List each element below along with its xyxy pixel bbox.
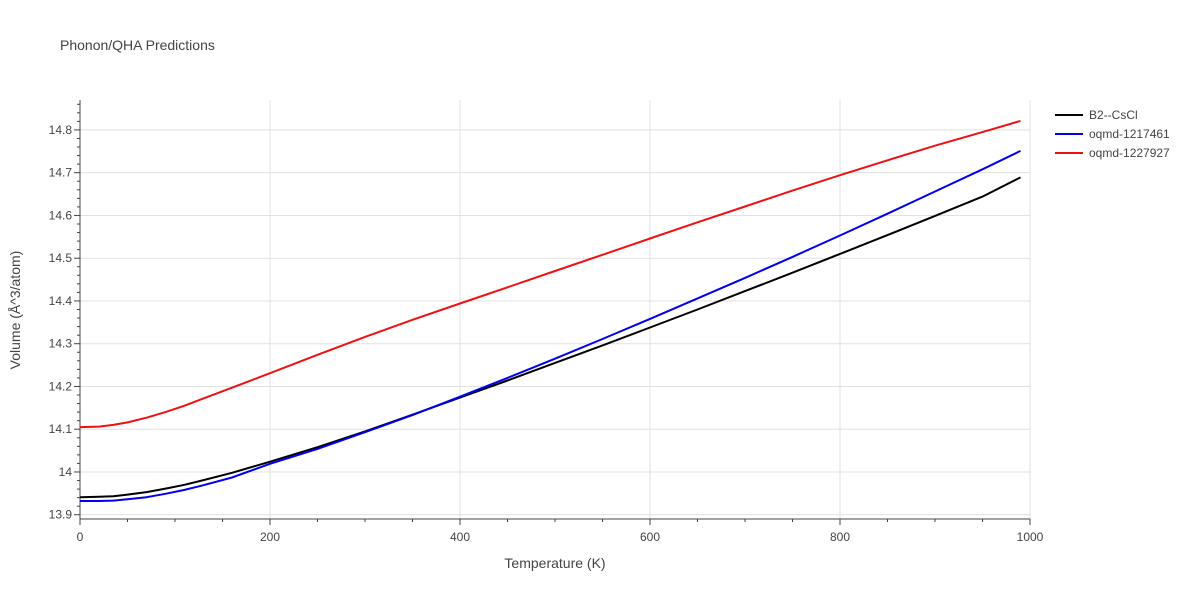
x-axis-title: Temperature (K) bbox=[504, 555, 605, 571]
y-tick-label: 14.4 bbox=[49, 294, 73, 308]
y-tick-label: 14.7 bbox=[49, 166, 73, 180]
y-tick-label: 14.2 bbox=[49, 379, 73, 393]
axis-layer: 0 200 400 600 800 1000 13.9 14 14.1 14.2 14.3 14.4 1… bbox=[49, 100, 1044, 544]
y-tick-label: 14.6 bbox=[49, 208, 73, 222]
y-tick-label: 14 bbox=[59, 465, 73, 479]
series-layer bbox=[79, 119, 1021, 502]
legend-label: oqmd-1217461 bbox=[1089, 127, 1170, 141]
x-tick-label: 200 bbox=[260, 530, 280, 544]
series-line-3[interactable] bbox=[79, 119, 1021, 429]
grid-layer bbox=[80, 100, 1031, 519]
x-tick-label: 400 bbox=[450, 530, 470, 544]
x-tick-label: 1000 bbox=[1017, 530, 1044, 544]
y-tick-label: 13.9 bbox=[49, 508, 73, 522]
x-tick-label: 800 bbox=[830, 530, 850, 544]
legend-label: oqmd-1227927 bbox=[1089, 146, 1170, 160]
legend-item-1[interactable]: B2--CsCl bbox=[1055, 108, 1138, 122]
y-axis-title: Volume (Å^3/atom) bbox=[7, 251, 23, 370]
legend-item-2[interactable]: oqmd-1217461 bbox=[1055, 127, 1170, 141]
chart-title: Phonon/QHA Predictions bbox=[60, 37, 215, 53]
legend[interactable]: B2--CsCl oqmd-1217461 oqmd-1227927 bbox=[1055, 108, 1170, 160]
legend-item-3[interactable]: oqmd-1227927 bbox=[1055, 146, 1170, 160]
x-tick-label: 0 bbox=[77, 530, 84, 544]
y-tick-label: 14.8 bbox=[49, 123, 73, 137]
series-line-2[interactable] bbox=[80, 149, 1021, 502]
legend-label: B2--CsCl bbox=[1089, 108, 1138, 122]
x-tick-label: 600 bbox=[640, 530, 660, 544]
y-tick-label: 14.1 bbox=[49, 422, 73, 436]
series-line-1[interactable] bbox=[79, 176, 1021, 499]
y-tick-label: 14.3 bbox=[49, 337, 73, 351]
y-tick-label: 14.5 bbox=[49, 251, 73, 265]
